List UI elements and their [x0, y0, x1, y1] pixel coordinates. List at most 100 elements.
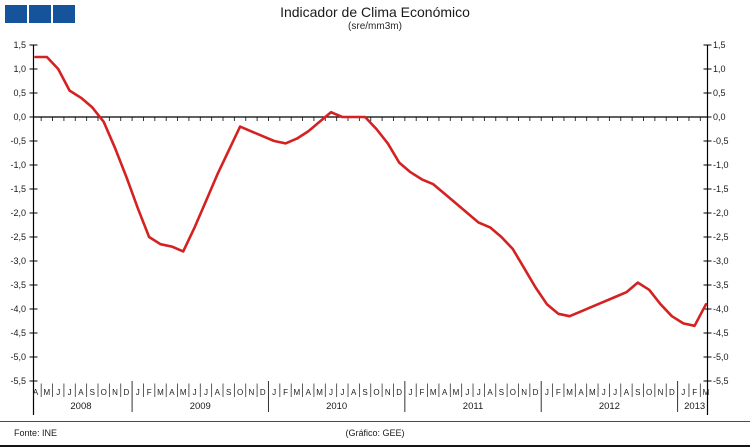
svg-text:F: F — [283, 388, 288, 397]
svg-text:J: J — [193, 388, 197, 397]
svg-text:J: J — [56, 388, 60, 397]
svg-text:D: D — [533, 388, 539, 397]
svg-text:2011: 2011 — [463, 401, 483, 412]
svg-text:J: J — [68, 388, 72, 397]
svg-text:2009: 2009 — [190, 401, 211, 412]
svg-text:0,0: 0,0 — [13, 112, 26, 122]
svg-text:-5,0: -5,0 — [10, 352, 26, 362]
svg-text:O: O — [373, 388, 379, 397]
svg-text:J: J — [477, 388, 481, 397]
svg-text:J: J — [681, 388, 685, 397]
svg-text:A: A — [169, 388, 175, 397]
svg-text:J: J — [409, 388, 413, 397]
svg-text:J: J — [602, 388, 606, 397]
svg-text:J: J — [272, 388, 276, 397]
svg-text:-5,0: -5,0 — [713, 352, 729, 362]
svg-text:A: A — [487, 388, 493, 397]
svg-text:-4,0: -4,0 — [713, 304, 729, 314]
svg-text:O: O — [510, 388, 516, 397]
svg-text:A: A — [306, 388, 312, 397]
svg-text:M: M — [589, 388, 596, 397]
y-axis-left: 1,5 1,0 0,5 0,0 -0,5 -1,0 -1,5 -2,0 -2,5 -3,0 -3,5… — [10, 40, 38, 415]
svg-text:1,0: 1,0 — [713, 64, 726, 74]
logo-square — [5, 5, 27, 23]
svg-text:N: N — [658, 388, 664, 397]
svg-text:-1,0: -1,0 — [10, 160, 26, 170]
svg-text:-0,5: -0,5 — [10, 136, 26, 146]
svg-text:S: S — [90, 388, 95, 397]
svg-text:O: O — [646, 388, 652, 397]
svg-text:-3,0: -3,0 — [713, 256, 729, 266]
y-axis-right: 1,5 1,0 0,5 0,0 -0,5 -1,0 -1,5 -2,0 -2,5 -3,0 -3,5… — [703, 40, 729, 415]
svg-text:N: N — [385, 388, 391, 397]
svg-text:A: A — [215, 388, 221, 397]
svg-text:S: S — [362, 388, 367, 397]
svg-text:J: J — [340, 388, 344, 397]
svg-text:-2,0: -2,0 — [713, 208, 729, 218]
svg-text:M: M — [157, 388, 164, 397]
svg-text:M: M — [703, 388, 710, 397]
svg-text:N: N — [112, 388, 118, 397]
svg-text:M: M — [294, 388, 301, 397]
svg-text:J: J — [545, 388, 549, 397]
svg-text:-4,5: -4,5 — [10, 328, 26, 338]
svg-text:N: N — [521, 388, 527, 397]
logo-square — [53, 5, 75, 23]
svg-text:J: J — [204, 388, 208, 397]
svg-text:J: J — [329, 388, 333, 397]
svg-text:2013: 2013 — [684, 401, 705, 412]
svg-text:M: M — [44, 388, 51, 397]
svg-text:-2,0: -2,0 — [10, 208, 26, 218]
svg-text:M: M — [566, 388, 573, 397]
data-line — [34, 55, 708, 328]
svg-text:-4,0: -4,0 — [10, 304, 26, 314]
svg-text:J: J — [613, 388, 617, 397]
svg-text:D: D — [396, 388, 402, 397]
svg-text:1,5: 1,5 — [713, 40, 726, 50]
svg-text:-1,5: -1,5 — [713, 184, 729, 194]
svg-text:-1,0: -1,0 — [713, 160, 729, 170]
svg-text:J: J — [465, 388, 469, 397]
chart-subtitle: (sre/mm3m) — [348, 21, 402, 32]
svg-text:A: A — [78, 388, 84, 397]
svg-text:M: M — [430, 388, 437, 397]
svg-text:-3,0: -3,0 — [10, 256, 26, 266]
svg-text:D: D — [124, 388, 130, 397]
footer-source: Fonte: INE — [14, 428, 58, 438]
svg-text:D: D — [669, 388, 675, 397]
svg-text:F: F — [419, 388, 424, 397]
svg-text:S: S — [499, 388, 504, 397]
svg-text:2008: 2008 — [70, 401, 91, 412]
svg-text:1,0: 1,0 — [13, 64, 26, 74]
svg-text:F: F — [556, 388, 561, 397]
svg-text:D: D — [260, 388, 266, 397]
svg-text:2010: 2010 — [326, 401, 347, 412]
line-chart: 1,5 1,0 0,5 0,0 -0,5 -1,0 -1,5 -2,0 -2,5 -3,0 -3,5… — [10, 40, 729, 415]
svg-text:-4,5: -4,5 — [713, 328, 729, 338]
svg-text:-0,5: -0,5 — [713, 136, 729, 146]
svg-text:A: A — [624, 388, 630, 397]
footer-credit: (Gráfico: GEE) — [345, 428, 405, 438]
svg-text:J: J — [136, 388, 140, 397]
svg-text:O: O — [237, 388, 243, 397]
svg-text:A: A — [578, 388, 584, 397]
svg-text:A: A — [33, 388, 39, 397]
chart-title: Indicador de Clima Económico — [280, 4, 470, 20]
svg-text:-2,5: -2,5 — [713, 232, 729, 242]
svg-text:N: N — [249, 388, 255, 397]
svg-text:S: S — [226, 388, 231, 397]
svg-text:0,0: 0,0 — [713, 112, 726, 122]
svg-text:M: M — [316, 388, 323, 397]
logo — [5, 5, 75, 23]
svg-text:-3,5: -3,5 — [713, 280, 729, 290]
svg-text:F: F — [692, 388, 697, 397]
svg-text:F: F — [147, 388, 152, 397]
logo-square — [29, 5, 51, 23]
svg-text:-5,5: -5,5 — [713, 376, 729, 386]
svg-text:0,5: 0,5 — [713, 88, 726, 98]
svg-text:S: S — [635, 388, 640, 397]
svg-text:-5,5: -5,5 — [10, 376, 26, 386]
bottom-border — [0, 445, 750, 447]
